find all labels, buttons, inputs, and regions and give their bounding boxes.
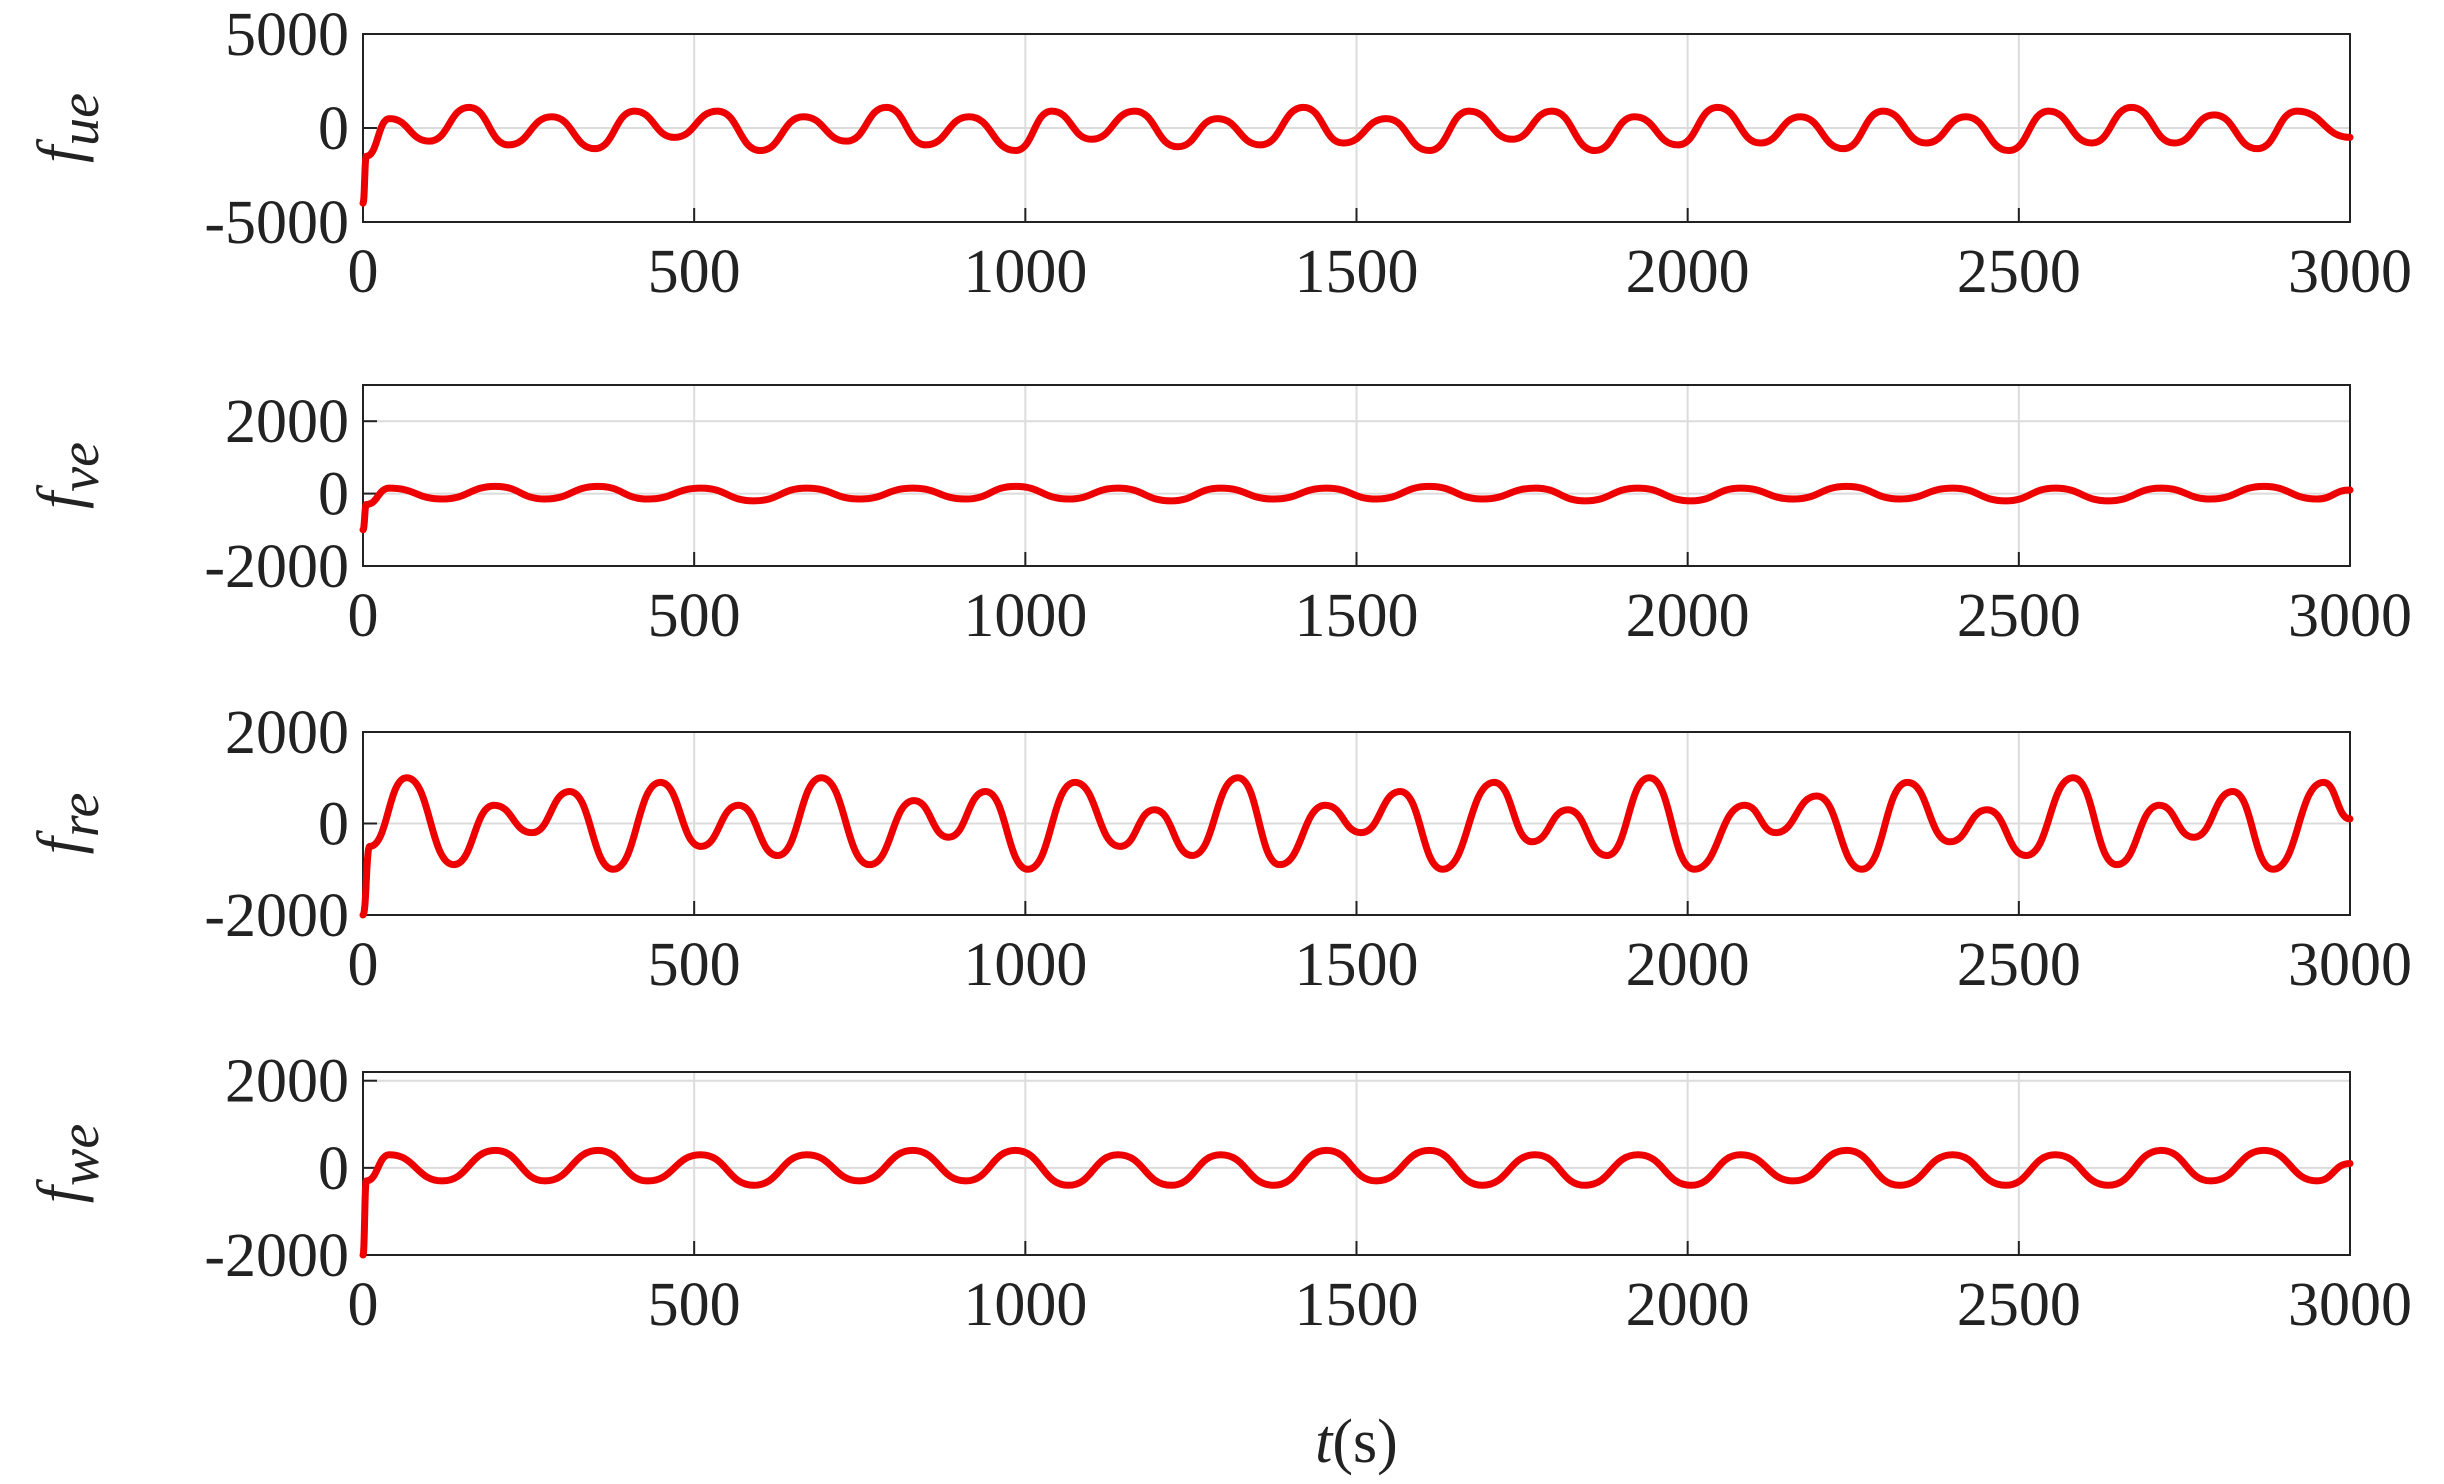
x-label-var: t <box>1315 1408 1334 1476</box>
y-axis-label: fre <box>26 793 111 855</box>
x-tick-label: 0 <box>348 1271 379 1339</box>
axes-box <box>362 384 2351 567</box>
x-tick-label: 500 <box>648 931 741 999</box>
y-label-sub: re <box>49 793 111 838</box>
y-label-sub: we <box>49 1124 111 1186</box>
x-tick-label: 1500 <box>1295 931 1419 999</box>
x-tick-label: 2500 <box>1957 238 2081 306</box>
x-tick-label: 1500 <box>1295 1271 1419 1339</box>
x-tick-label: 3000 <box>2288 582 2412 650</box>
y-tick-label: -2000 <box>204 1222 349 1290</box>
x-tick-label: 0 <box>348 931 379 999</box>
data-line <box>359 103 2354 207</box>
y-tick-label: 0 <box>318 461 349 529</box>
x-tick-label: 1500 <box>1295 582 1419 650</box>
y-axis-label: fwe <box>26 1124 111 1203</box>
x-tick-label: 1000 <box>963 931 1087 999</box>
y-tick-label: 0 <box>318 791 349 859</box>
x-tick-label: 1000 <box>963 1271 1087 1339</box>
x-tick-label: 0 <box>348 582 379 650</box>
x-tick-label: 1000 <box>963 582 1087 650</box>
x-tick-label: 2000 <box>1626 582 1750 650</box>
x-tick-label: 2500 <box>1957 1271 2081 1339</box>
x-tick-label: 2000 <box>1626 238 1750 306</box>
y-tick-label: 2000 <box>225 699 349 767</box>
y-tick-label: 2000 <box>225 388 349 456</box>
x-tick-label: 3000 <box>2288 238 2412 306</box>
y-label-sub: ve <box>49 442 111 492</box>
x-tick-label: 3000 <box>2288 1271 2412 1339</box>
y-tick-label: 5000 <box>225 1 349 69</box>
x-tick-label: 2500 <box>1957 582 2081 650</box>
y-axis-label: fve <box>26 442 111 509</box>
axes-box <box>362 33 2351 223</box>
data-line <box>359 482 2354 534</box>
y-label-sub: ue <box>49 93 111 146</box>
axes-box <box>362 731 2351 916</box>
y-tick-label: -2000 <box>204 882 349 950</box>
y-tick-label: 0 <box>318 1135 349 1203</box>
x-label-unit: (s) <box>1332 1408 1397 1476</box>
x-tick-label: 500 <box>648 238 741 306</box>
data-line <box>359 1146 2354 1259</box>
x-tick-label: 2000 <box>1626 931 1750 999</box>
y-tick-label: 0 <box>318 95 349 163</box>
x-tick-label: 500 <box>648 582 741 650</box>
x-tick-label: 2000 <box>1626 1271 1750 1339</box>
x-tick-label: 0 <box>348 238 379 306</box>
data-line <box>359 774 2354 919</box>
y-axis-label: fue <box>26 93 111 163</box>
x-tick-label: 2500 <box>1957 931 2081 999</box>
x-tick-label: 3000 <box>2288 931 2412 999</box>
x-tick-label: 500 <box>648 1271 741 1339</box>
y-tick-label: -2000 <box>204 533 349 601</box>
y-tick-label: 2000 <box>225 1048 349 1116</box>
x-tick-label: 1500 <box>1295 238 1419 306</box>
x-tick-label: 1000 <box>963 238 1087 306</box>
x-axis-label: t(s) <box>1315 1408 1398 1476</box>
y-tick-label: -5000 <box>204 189 349 257</box>
